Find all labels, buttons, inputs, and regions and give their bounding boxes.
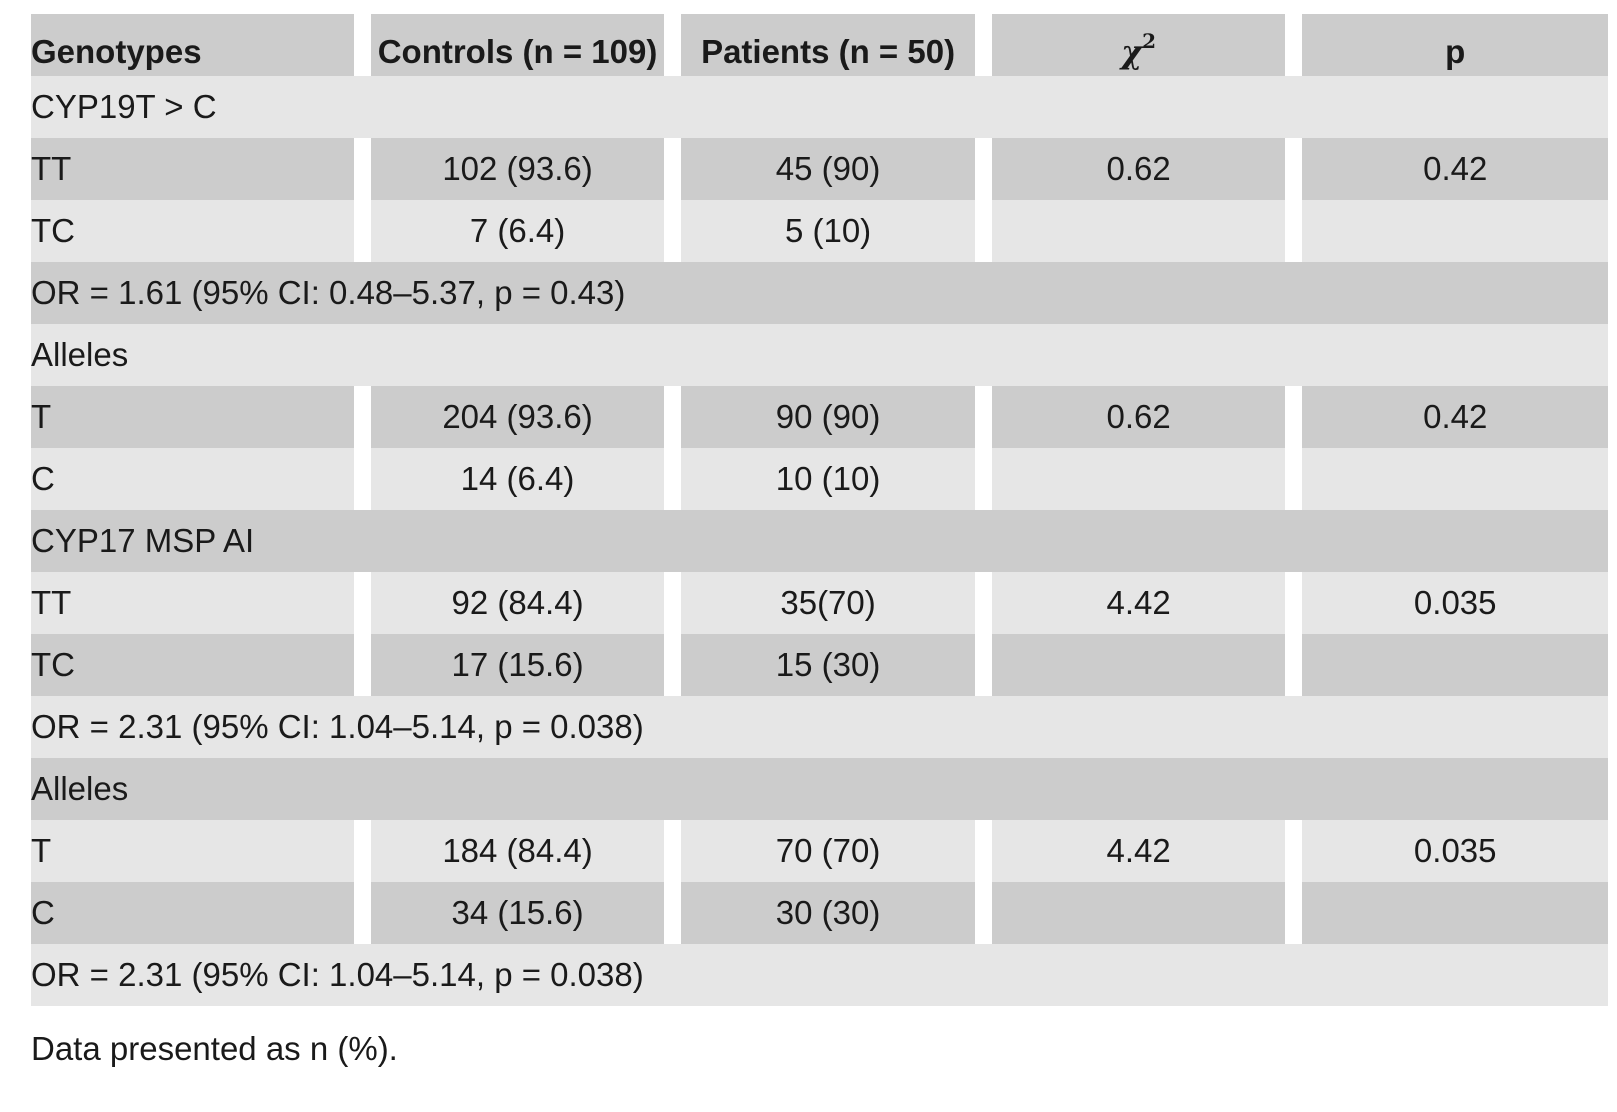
- genotype-cell: T: [31, 386, 354, 448]
- controls-cell: 34 (15.6): [370, 882, 665, 944]
- genotype-cell: TC: [31, 634, 354, 696]
- section-label: OR = 2.31 (95% CI: 1.04–5.14, p = 0.038): [31, 944, 1608, 1006]
- table-row: TT 92 (84.4) 35(70) 4.42 0.035: [31, 572, 1608, 634]
- chi-square-cell: 4.42: [991, 820, 1286, 882]
- patients-cell: 10 (10): [681, 448, 975, 510]
- controls-cell: 102 (93.6): [370, 138, 665, 200]
- p-value-cell: [1302, 882, 1608, 944]
- header-row: Genotypes Controls (n = 109) Patients (n…: [31, 14, 1608, 76]
- genotype-cell: TT: [31, 138, 354, 200]
- controls-cell: 204 (93.6): [370, 386, 665, 448]
- header-p-value: p: [1302, 14, 1608, 76]
- table-row: TT 102 (93.6) 45 (90) 0.62 0.42: [31, 138, 1608, 200]
- p-value-cell: 0.035: [1302, 572, 1608, 634]
- header-controls: Controls (n = 109): [370, 14, 665, 76]
- chi-square-cell: [991, 200, 1286, 262]
- genotype-cell: T: [31, 820, 354, 882]
- controls-cell: 184 (84.4): [370, 820, 665, 882]
- patients-cell: 30 (30): [681, 882, 975, 944]
- header-patients: Patients (n = 50): [681, 14, 975, 76]
- p-value-cell: [1302, 200, 1608, 262]
- chi-square-cell: [991, 634, 1286, 696]
- section-label: Alleles: [31, 324, 1608, 386]
- section-row: OR = 2.31 (95% CI: 1.04–5.14, p = 0.038): [31, 944, 1608, 1006]
- p-value-cell: [1302, 448, 1608, 510]
- chi-square-cell: [991, 882, 1286, 944]
- p-value-cell: [1302, 634, 1608, 696]
- section-row: CYP19T > C: [31, 76, 1608, 138]
- table-row: TC 17 (15.6) 15 (30): [31, 634, 1608, 696]
- chi-square-cell: 4.42: [991, 572, 1286, 634]
- p-value-cell: 0.035: [1302, 820, 1608, 882]
- patients-cell: 15 (30): [681, 634, 975, 696]
- table-row: C 14 (6.4) 10 (10): [31, 448, 1608, 510]
- controls-cell: 92 (84.4): [370, 572, 665, 634]
- chi-square-cell: [991, 448, 1286, 510]
- section-row: Alleles: [31, 324, 1608, 386]
- table-row: T 184 (84.4) 70 (70) 4.42 0.035: [31, 820, 1608, 882]
- patients-cell: 90 (90): [681, 386, 975, 448]
- p-value-cell: 0.42: [1302, 138, 1608, 200]
- genotype-cell: C: [31, 448, 354, 510]
- section-label: OR = 1.61 (95% CI: 0.48–5.37, p = 0.43): [31, 262, 1608, 324]
- controls-cell: 17 (15.6): [370, 634, 665, 696]
- genotype-cell: TC: [31, 200, 354, 262]
- genotype-cell: TT: [31, 572, 354, 634]
- section-label: CYP19T > C: [31, 76, 1608, 138]
- table-footnote: Data presented as n (%).: [31, 1030, 398, 1067]
- section-label: Alleles: [31, 758, 1608, 820]
- header-chi-square: χ2: [991, 14, 1286, 76]
- section-row: OR = 1.61 (95% CI: 0.48–5.37, p = 0.43): [31, 262, 1608, 324]
- table-row: T 204 (93.6) 90 (90) 0.62 0.42: [31, 386, 1608, 448]
- table-row: TC 7 (6.4) 5 (10): [31, 200, 1608, 262]
- p-value-cell: 0.42: [1302, 386, 1608, 448]
- section-row: OR = 2.31 (95% CI: 1.04–5.14, p = 0.038): [31, 696, 1608, 758]
- genotype-table-container: Genotypes Controls (n = 109) Patients (n…: [31, 14, 1608, 1006]
- chi-square-cell: 0.62: [991, 386, 1286, 448]
- section-label: CYP17 MSP AI: [31, 510, 1608, 572]
- header-genotypes: Genotypes: [31, 14, 354, 76]
- section-label: OR = 2.31 (95% CI: 1.04–5.14, p = 0.038): [31, 696, 1608, 758]
- patients-cell: 45 (90): [681, 138, 975, 200]
- patients-cell: 70 (70): [681, 820, 975, 882]
- table-row: C 34 (15.6) 30 (30): [31, 882, 1608, 944]
- section-row: Alleles: [31, 758, 1608, 820]
- genotype-table: Genotypes Controls (n = 109) Patients (n…: [31, 14, 1608, 1006]
- section-row: CYP17 MSP AI: [31, 510, 1608, 572]
- patients-cell: 5 (10): [681, 200, 975, 262]
- controls-cell: 14 (6.4): [370, 448, 665, 510]
- controls-cell: 7 (6.4): [370, 200, 665, 262]
- patients-cell: 35(70): [681, 572, 975, 634]
- chi-square-cell: 0.62: [991, 138, 1286, 200]
- genotype-cell: C: [31, 882, 354, 944]
